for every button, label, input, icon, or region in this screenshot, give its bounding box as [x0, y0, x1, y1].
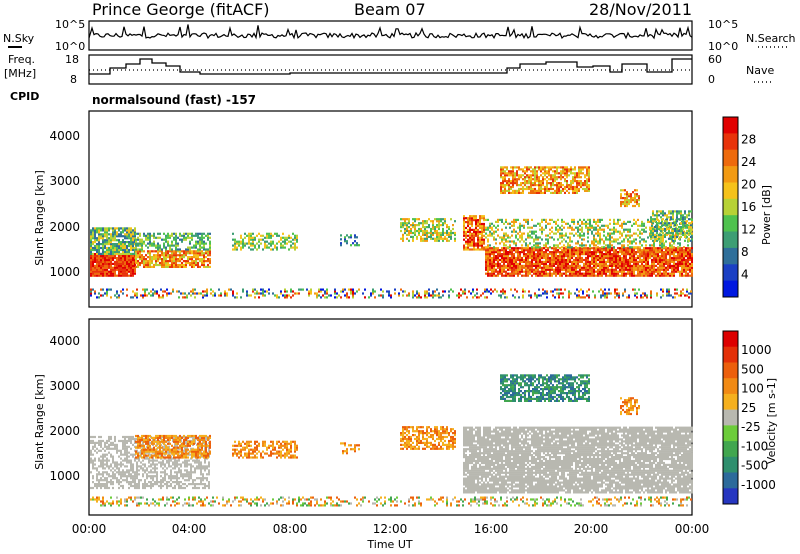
freq-label-1: Freq. — [8, 53, 35, 66]
x-tick-0000: 00:00 — [72, 522, 107, 536]
velocity-data — [90, 374, 693, 507]
velocity-ytick-2000: 2000 — [49, 424, 80, 438]
colorbar-tick: 12 — [741, 223, 756, 237]
colorbar-swatch — [723, 409, 738, 426]
colorbar-tick: 500 — [741, 362, 764, 376]
freq-label-2: [MHz] — [4, 67, 36, 80]
x-tick-0400: 04:00 — [172, 522, 207, 536]
power-ytick-4000: 4000 — [49, 129, 80, 143]
station-title: Prince George (fitACF) — [92, 0, 270, 19]
velocity-ytick-3000: 3000 — [49, 379, 80, 393]
nsearch-tick-top: 10^5 — [708, 18, 738, 31]
power-colorbar: 28 24 20 16 12 8 4 — [722, 116, 756, 298]
freq-tick-bottom: 8 — [70, 73, 77, 86]
velocity-ytick-1000: 1000 — [49, 469, 80, 483]
x-axis: 00:00 04:00 08:00 12:00 16:00 20:00 00:0… — [72, 522, 710, 551]
colorbar-tick: 24 — [741, 155, 756, 169]
nave-tick-top: 60 — [708, 53, 722, 66]
colorbar-swatch — [723, 133, 738, 151]
beam-title: Beam 07 — [354, 0, 426, 19]
colorbar-swatch — [723, 378, 738, 395]
nsky-series — [88, 24, 693, 40]
colorbar-tick: -1000 — [741, 478, 776, 492]
colorbar-swatch — [723, 346, 738, 363]
nsearch-label: N.Search — [746, 32, 796, 45]
velocity-panel: Slant Range [km] 1000 2000 3000 4000 100… — [33, 318, 778, 516]
colorbar-tick: 8 — [741, 245, 749, 259]
cpid-mode-text: normalsound (fast) -157 — [92, 93, 256, 107]
colorbar-swatch — [723, 215, 738, 233]
power-panel-frame — [88, 110, 693, 308]
nsky-tick-top: 10^5 — [55, 18, 85, 31]
velocity-colorbar: 1000 500 100 25 -25 -100 -500 -1000 — [722, 330, 776, 505]
colorbar-swatch — [723, 149, 738, 167]
colorbar-swatch — [723, 231, 738, 249]
colorbar-tick: -25 — [741, 420, 761, 434]
colorbar-swatch — [723, 472, 738, 489]
colorbar-tick: -500 — [741, 459, 768, 473]
colorbar-swatch — [723, 182, 738, 200]
colorbar-tick: 16 — [741, 200, 756, 214]
colorbar-tick: -100 — [741, 439, 768, 453]
power-ytick-1000: 1000 — [49, 265, 80, 279]
colorbar-swatch — [723, 166, 738, 183]
freq-series — [89, 58, 692, 75]
x-axis-label: Time UT — [366, 538, 412, 551]
x-tick-1200: 12:00 — [373, 522, 408, 536]
power-ytick-3000: 3000 — [49, 174, 80, 188]
power-panel: Slant Range [km] 1000 2000 3000 4000 282… — [33, 110, 773, 308]
colorbar-swatch — [723, 264, 738, 282]
colorbar-tick: 25 — [741, 401, 756, 415]
freq-tick-top: 18 — [65, 53, 79, 66]
colorbar-tick: 100 — [741, 382, 764, 396]
colorbar-swatch — [723, 393, 738, 411]
colorbar-swatch — [723, 488, 738, 505]
power-colorbar-label: Power [dB] — [760, 185, 773, 245]
x-tick-2400: 00:00 — [675, 522, 710, 536]
nave-tick-bottom: 0 — [708, 73, 715, 86]
colorbar-swatch — [723, 117, 738, 134]
colorbar-tick: 28 — [741, 133, 756, 147]
velocity-ylabel: Slant Range [km] — [33, 374, 46, 470]
noise-panel-frame — [88, 20, 693, 51]
nsky-tick-bottom: 10^0 — [55, 40, 85, 53]
nsearch-tick-bottom: 10^0 — [708, 40, 738, 53]
velocity-ytick-4000: 4000 — [49, 334, 80, 348]
colorbar-swatch — [723, 331, 738, 348]
colorbar-swatch — [723, 280, 738, 298]
colorbar-swatch — [723, 425, 738, 442]
colorbar-tick: 1000 — [741, 343, 772, 357]
colorbar-swatch — [723, 247, 738, 265]
nave-label: Nave — [746, 64, 774, 77]
colorbar-tick: 4 — [741, 268, 749, 282]
velocity-colorbar-label: Velocity [m s-1] — [765, 378, 778, 464]
colorbar-swatch — [723, 362, 738, 379]
power-ylabel: Slant Range [km] — [33, 170, 46, 266]
colorbar-swatch — [723, 441, 738, 458]
power-data — [90, 166, 693, 299]
x-tick-2000: 20:00 — [574, 522, 609, 536]
colorbar-swatch — [723, 198, 738, 216]
colorbar-swatch — [723, 456, 738, 473]
date-title: 28/Nov/2011 — [589, 0, 692, 19]
nsky-label: N.Sky — [3, 32, 35, 45]
x-tick-1600: 16:00 — [474, 522, 509, 536]
x-tick-0800: 08:00 — [273, 522, 308, 536]
power-ytick-2000: 2000 — [49, 220, 80, 234]
cpid-label: CPID — [10, 90, 39, 103]
colorbar-tick: 20 — [741, 178, 756, 192]
